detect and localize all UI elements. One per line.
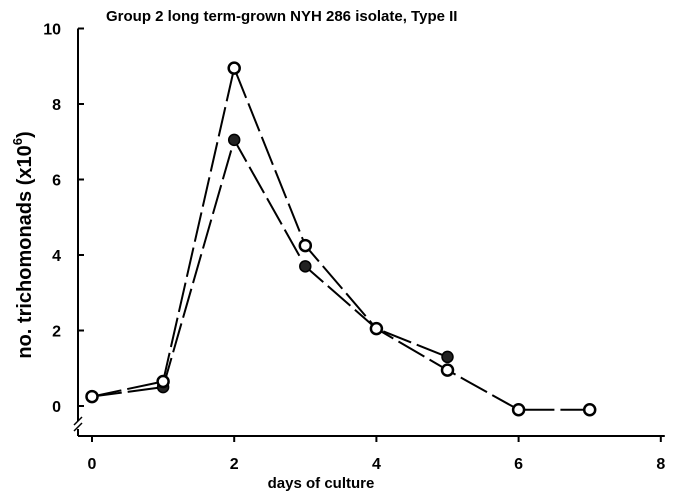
x-tick-label: 4: [372, 456, 381, 473]
open-circle-point: [298, 238, 313, 253]
filled-circle-point: [441, 350, 454, 364]
series-line-2: [91, 138, 448, 398]
open-circle-point: [227, 61, 241, 75]
y-tick-label: 0: [52, 399, 61, 416]
open-circle-point: [85, 389, 99, 404]
y-axis-title-close: ): [14, 131, 36, 138]
open-circle-point: [511, 403, 526, 417]
y-axis-title-main: no. trichomonads (x10: [14, 145, 36, 358]
svg-text:no. trichomonads (x106): no. trichomonads (x106): [10, 131, 36, 358]
open-circle-point: [156, 374, 170, 389]
y-tick-label: 6: [52, 173, 61, 190]
y-tick-label: 8: [52, 97, 61, 114]
series-line-1: [91, 67, 590, 411]
y-tick-label: 10: [43, 22, 61, 39]
axes-group: 0 2 4 6 8 10 0 2 4 6 8: [43, 22, 665, 474]
x-tick-label: 6: [514, 456, 523, 473]
x-tick-label: 2: [230, 456, 239, 473]
y-axis-title-exponent: 6: [10, 138, 25, 145]
open-circle-point: [582, 403, 597, 417]
filled-circle-point: [299, 260, 312, 273]
open-circle-point: [369, 321, 384, 336]
series-layer: [85, 61, 597, 417]
x-axis-title: days of culture: [268, 475, 375, 492]
axis-break-mark: [73, 416, 83, 432]
chart-title: Group 2 long term-grown NYH 286 isolate,…: [106, 8, 457, 25]
y-axis-title: no. trichomonads (x106): [10, 131, 36, 358]
filled-circle-point: [227, 133, 241, 147]
y-tick-label: 2: [52, 324, 61, 341]
x-tick-label: 0: [88, 456, 97, 473]
open-circle-point: [440, 363, 455, 377]
x-tick-label: 8: [656, 456, 665, 473]
y-tick-label: 4: [52, 248, 61, 265]
